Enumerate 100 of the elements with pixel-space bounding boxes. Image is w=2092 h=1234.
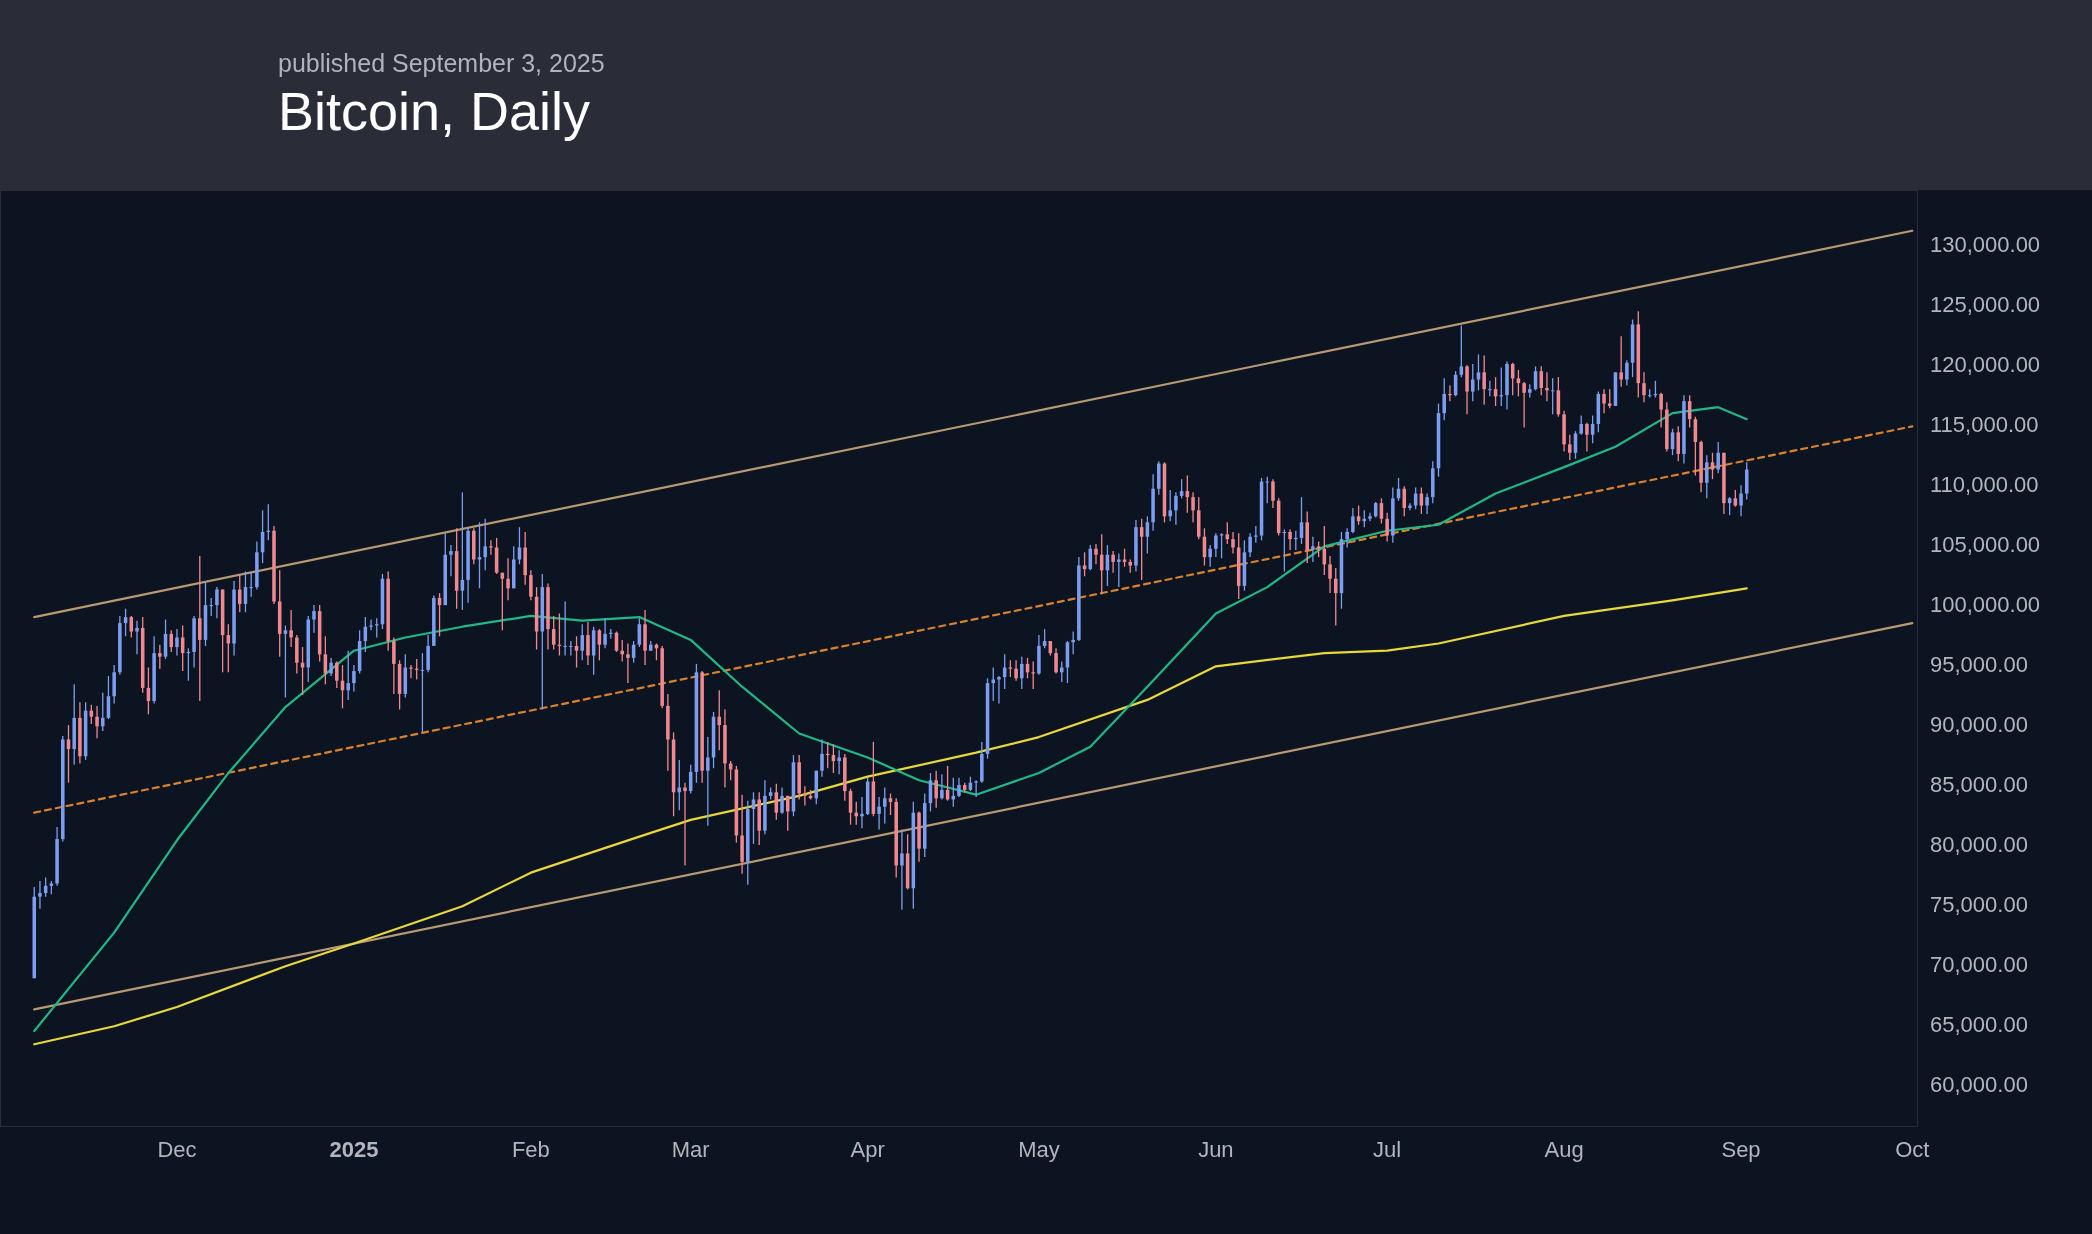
chart-title: Bitcoin, Daily (278, 81, 591, 141)
candlestick (1071, 630, 1075, 655)
candlestick (1208, 544, 1212, 568)
candlestick (1739, 484, 1743, 517)
candlestick (1585, 422, 1589, 453)
candlestick (1094, 543, 1098, 565)
x-tick-label: Aug (1544, 1137, 1584, 1162)
candlestick (112, 664, 116, 705)
candlestick (780, 786, 784, 815)
candlestick (1642, 371, 1646, 403)
candlestick (1482, 354, 1486, 406)
candlestick (1333, 567, 1338, 627)
candlestick (1448, 384, 1452, 402)
x-tick-label: Sep (1721, 1137, 1761, 1162)
candlestick (100, 692, 105, 732)
y-tick-label: 120,000.00 (1930, 351, 2041, 377)
x-tick-label: Dec (157, 1137, 197, 1162)
candlestick (529, 569, 533, 601)
x-tick-label: Feb (511, 1137, 550, 1162)
candlestick (957, 777, 961, 798)
candlestick (1442, 377, 1446, 421)
candlestick (1385, 512, 1389, 543)
candlestick (489, 539, 493, 556)
candlestick (1059, 660, 1064, 683)
candlestick (346, 650, 350, 701)
candlestick (1265, 476, 1270, 504)
candlestick (1602, 388, 1606, 414)
candlestick (888, 792, 893, 816)
candlestick (1488, 380, 1492, 398)
candlestick (169, 629, 174, 653)
candlestick (877, 796, 881, 831)
candlestick (837, 749, 841, 775)
x-tick-label: Jun (1198, 1137, 1234, 1162)
candlestick (449, 544, 453, 577)
candlestick (940, 773, 944, 801)
y-tick-label: 105,000.00 (1930, 531, 2041, 557)
candlestick (289, 609, 293, 648)
candlestick (1368, 512, 1372, 522)
candlestick (683, 782, 687, 867)
candlestick (706, 736, 710, 827)
candlestick (198, 555, 202, 702)
candlestick (426, 634, 430, 673)
candlestick (991, 666, 996, 702)
candlestick (1744, 461, 1749, 501)
candlestick (1271, 478, 1275, 509)
candlestick (1168, 489, 1172, 522)
candlestick (477, 521, 482, 589)
candlestick (1219, 532, 1224, 559)
candlestick (620, 639, 624, 663)
candlestick (175, 628, 179, 657)
candlestick (785, 795, 790, 832)
x-tick-label: Apr (850, 1137, 885, 1162)
candlestick (38, 880, 42, 910)
candlestick (409, 664, 413, 679)
candlestick (1522, 381, 1526, 429)
candlestick (586, 621, 590, 666)
candlestick (95, 705, 99, 739)
candlestick (1425, 492, 1429, 515)
candlestick (1579, 414, 1583, 436)
candlestick (1214, 532, 1218, 558)
candlestick (1117, 552, 1121, 588)
y-tick-label: 85,000.00 (1930, 771, 2028, 797)
candlestick (1288, 528, 1292, 551)
candlestick (1459, 324, 1464, 378)
candlestick (1402, 485, 1407, 517)
candlestick (352, 664, 356, 693)
candlestick (1476, 353, 1481, 392)
candlestick (483, 518, 487, 571)
candlestick (1619, 335, 1623, 388)
candlestick (392, 636, 396, 695)
candlestick (1231, 531, 1235, 555)
candlestick (1659, 392, 1663, 429)
candlestick (1054, 647, 1058, 675)
candlestick (335, 660, 339, 689)
x-tick-label: Jul (1373, 1137, 1402, 1162)
candlestick (1625, 359, 1629, 387)
candlestick (1014, 659, 1018, 682)
candlestick (1311, 536, 1315, 563)
candlestick (900, 828, 904, 911)
candlestick (1470, 363, 1475, 402)
candlestick (974, 779, 978, 798)
candlestick (1351, 507, 1355, 534)
candlestick (1710, 452, 1715, 480)
candlestick (158, 644, 162, 670)
y-tick-label: 80,000.00 (1930, 831, 2028, 857)
candlestick (883, 786, 887, 825)
candlestick (215, 586, 219, 619)
candlestick (283, 624, 288, 699)
candlestick (860, 796, 864, 829)
candlestick (1716, 441, 1720, 474)
candlestick (1174, 491, 1178, 526)
candlestick (1545, 371, 1549, 402)
y-tick-label: 115,000.00 (1930, 411, 2039, 437)
line-series (33, 587, 1748, 1046)
candlestick (1607, 388, 1612, 409)
candlestick (369, 618, 373, 631)
candlestick (1676, 425, 1681, 462)
candlestick (717, 689, 722, 751)
line-series (33, 406, 1748, 1033)
candlestick (803, 785, 807, 807)
